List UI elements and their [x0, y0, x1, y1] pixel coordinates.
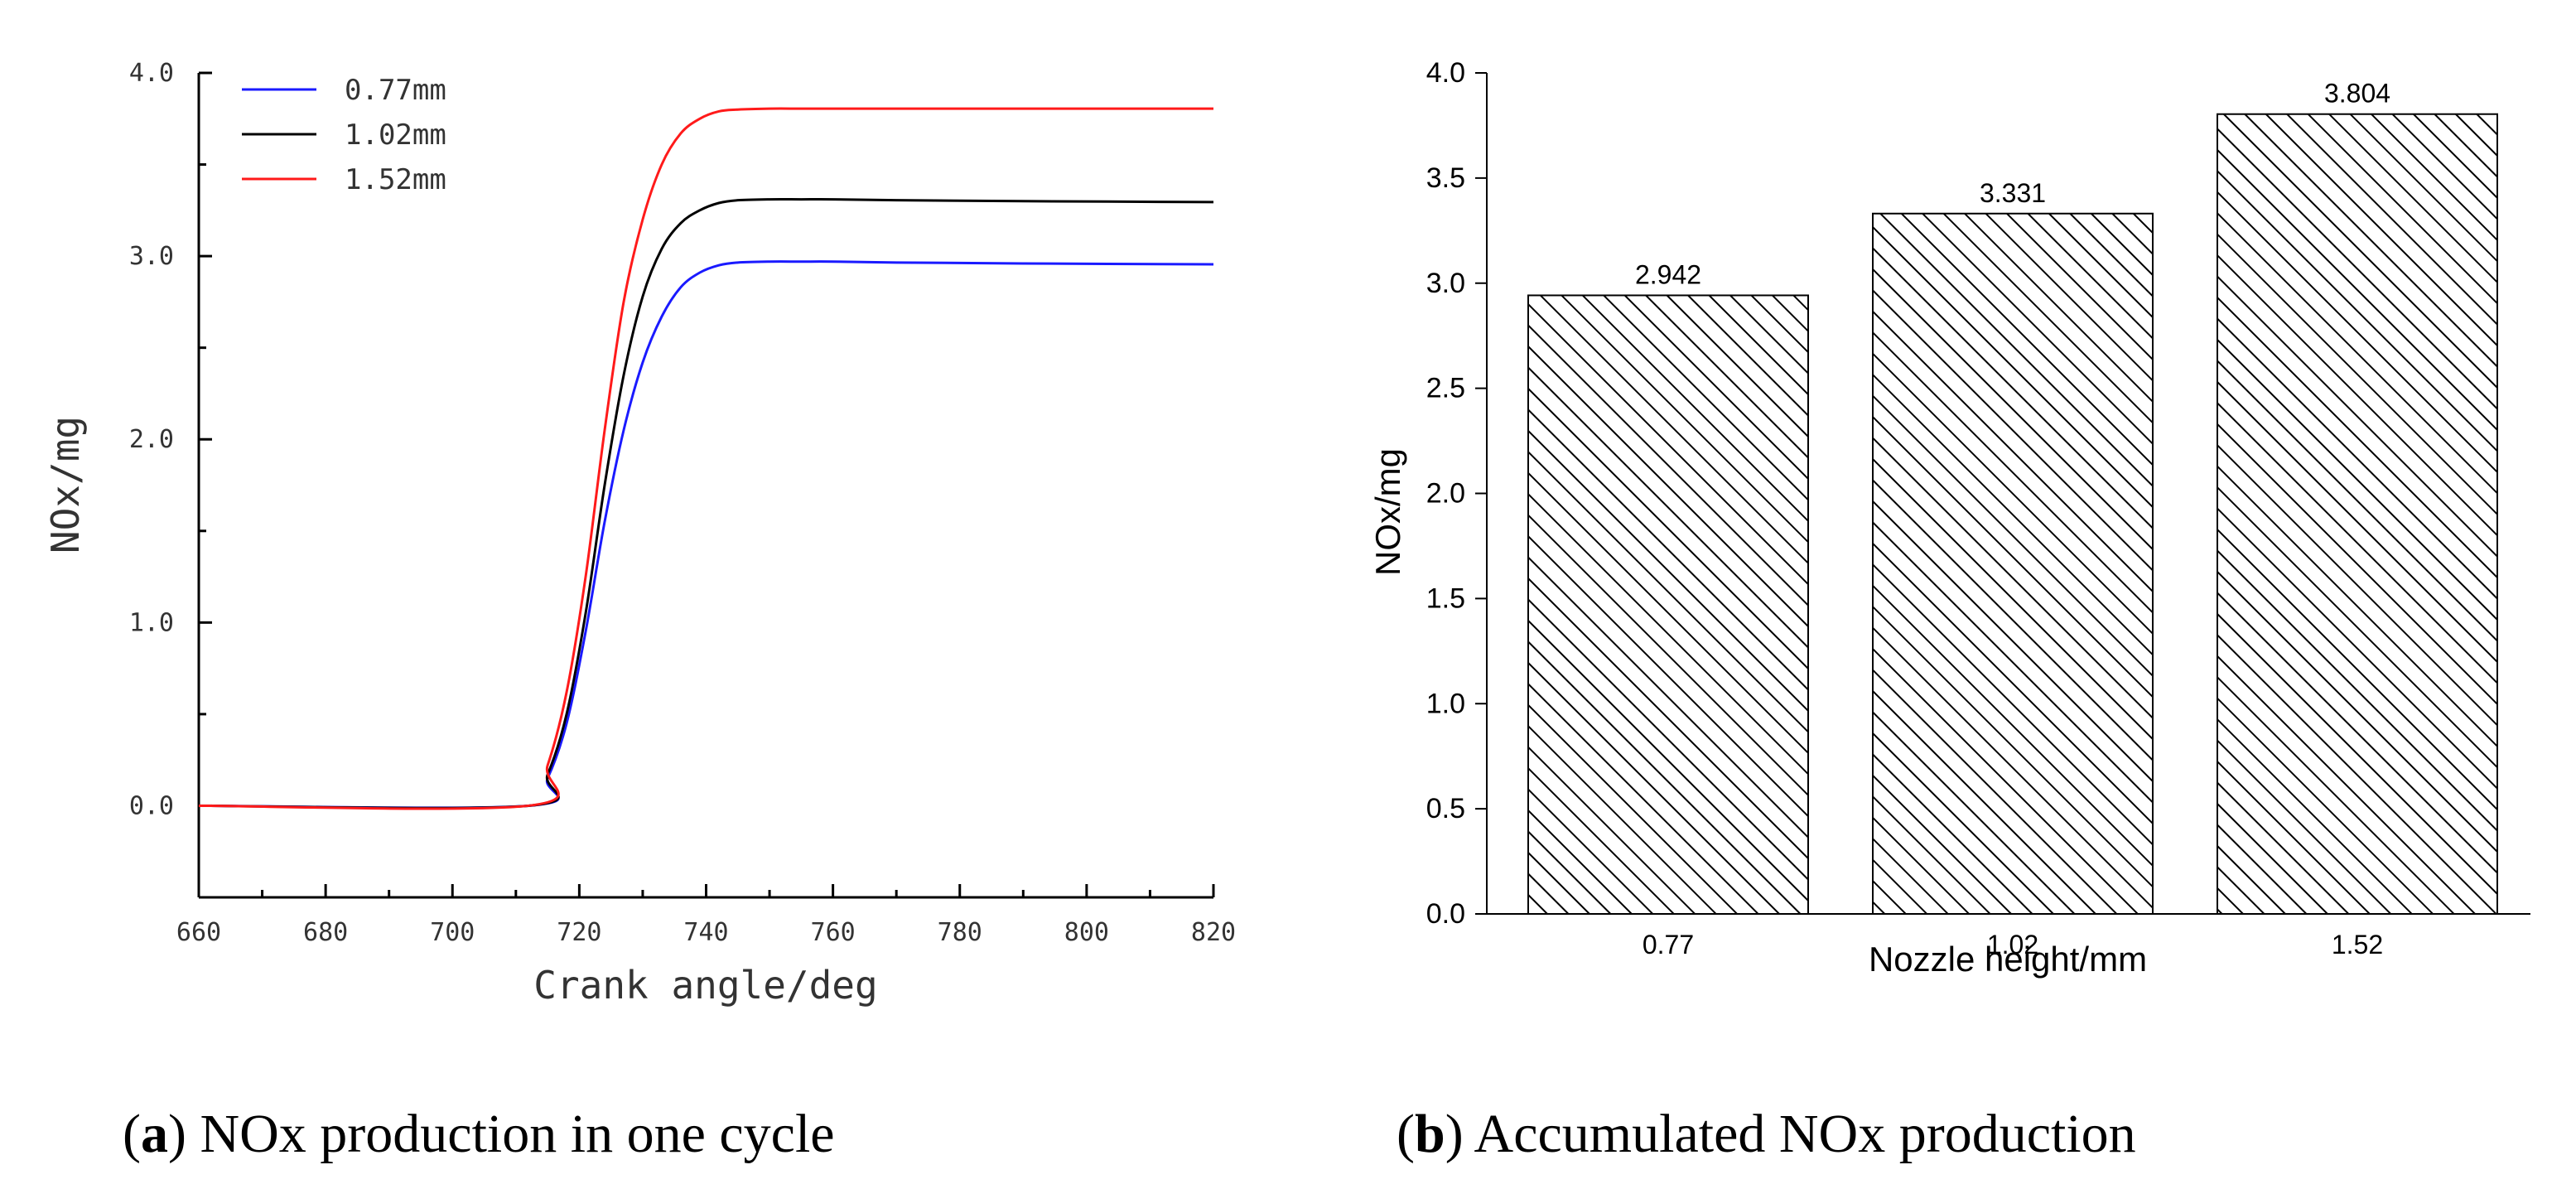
- line-chart-a: 660 680 700 720 740 760 780 800 820 0.0 1.0 2.0 3.0…: [43, 59, 1236, 1008]
- chart-a-legend-label: 1.52mm: [345, 163, 446, 196]
- chart-a-y-tick-label: 0.0: [129, 791, 174, 820]
- chart-b-y-ticks: 0.0 0.5 1.0 1.5 2.0 2.5 3.0 3.5 4.0: [1426, 57, 1487, 930]
- chart-a-x-tick-label: 820: [1191, 918, 1236, 947]
- chart-b-y-tick-label: 1.5: [1426, 582, 1465, 614]
- chart-b-y-tick-label: 0.5: [1426, 793, 1465, 824]
- caption-b-letter: b: [1415, 1104, 1445, 1164]
- chart-a-series: [198, 107, 1214, 810]
- chart-b-x-tick-label: 1.52: [2332, 930, 2383, 959]
- chart-a-y-axis-label: NOx/mg: [43, 416, 88, 553]
- chart-b-data-label: 3.331: [1980, 178, 2046, 208]
- chart-a-x-tick-label: 800: [1064, 918, 1109, 947]
- chart-b-x-axis-label: Nozzle height/mm: [1869, 940, 2147, 979]
- chart-a-series-line-1.02mm: [198, 197, 1214, 810]
- chart-a-x-ticks: 660 680 700 720 740 760 780 800 820: [176, 884, 1236, 947]
- chart-b-y-tick-label: 3.5: [1426, 162, 1465, 194]
- chart-a-x-axis-label: Crank angle/deg: [533, 963, 877, 1008]
- chart-a-axes: [197, 73, 1213, 899]
- chart-a-series-line-1.52mm: [198, 107, 1213, 810]
- chart-b-data-labels: 2.942 3.331 3.804: [1635, 79, 2390, 290]
- chart-b-x-tick-label: 1.02: [1987, 930, 2038, 959]
- chart-b-y-tick-label: 2.0: [1426, 478, 1465, 510]
- chart-a-legend-label: 0.77mm: [345, 74, 446, 107]
- chart-b-y-axis-label: NOx/mg: [1368, 448, 1407, 576]
- chart-a-y-tick-label: 2.0: [129, 425, 174, 454]
- chart-b-y-tick-label: 3.0: [1426, 268, 1465, 299]
- chart-a-y-tick-label: 4.0: [129, 59, 174, 88]
- chart-b-y-tick-label: 1.0: [1426, 688, 1465, 719]
- caption-a-letter: a: [141, 1104, 168, 1164]
- chart-a-series-line-0.77mm: [198, 260, 1214, 810]
- chart-a-x-tick-label: 760: [811, 918, 856, 947]
- chart-a-x-tick-label: 660: [176, 918, 221, 947]
- chart-a-y-tick-label: 3.0: [129, 242, 174, 271]
- chart-a-y-ticks: 0.0 1.0 2.0 3.0 4.0: [129, 59, 212, 899]
- chart-b-bars: [1527, 113, 2498, 916]
- chart-b-data-label: 2.942: [1635, 259, 1701, 289]
- chart-b-y-tick-label: 2.5: [1426, 373, 1465, 404]
- chart-a-legend-label: 1.02mm: [345, 118, 446, 152]
- caption-b-text: Accumulated NOx production: [1464, 1104, 2136, 1164]
- chart-b-y-tick-label: 0.0: [1426, 898, 1465, 930]
- bar-chart-b: 0.0 0.5 1.0 1.5 2.0 2.5 3.0 3.5 4.0 0.77 1.02 1.52…: [1368, 57, 2530, 979]
- chart-b-x-ticks: 0.77 1.02 1.52: [1643, 930, 2383, 959]
- chart-a-y-tick-label: 1.0: [129, 608, 174, 637]
- caption-a-text: NOx production in one cycle: [186, 1104, 835, 1164]
- chart-b-data-label: 3.804: [2324, 79, 2390, 109]
- chart-a-x-tick-label: 680: [303, 918, 348, 947]
- chart-b-bar-1.02: [1872, 212, 2154, 916]
- chart-b-y-tick-label: 4.0: [1426, 57, 1465, 89]
- caption-b: (b) Accumulated NOx production: [1397, 1104, 2136, 1164]
- chart-a-x-tick-label: 780: [938, 918, 982, 947]
- chart-b-bar-0.77: [1527, 294, 1809, 915]
- chart-a-x-tick-label: 700: [430, 918, 475, 947]
- chart-b-x-tick-label: 0.77: [1643, 930, 1694, 959]
- chart-a-x-tick-label: 720: [557, 918, 601, 947]
- chart-a-legend: 0.77mm 1.02mm 1.52mm: [242, 74, 446, 196]
- caption-a: (a) NOx production in one cycle: [123, 1104, 835, 1164]
- chart-a-x-tick-label: 740: [683, 918, 728, 947]
- chart-b-bar-1.52: [2217, 113, 2498, 916]
